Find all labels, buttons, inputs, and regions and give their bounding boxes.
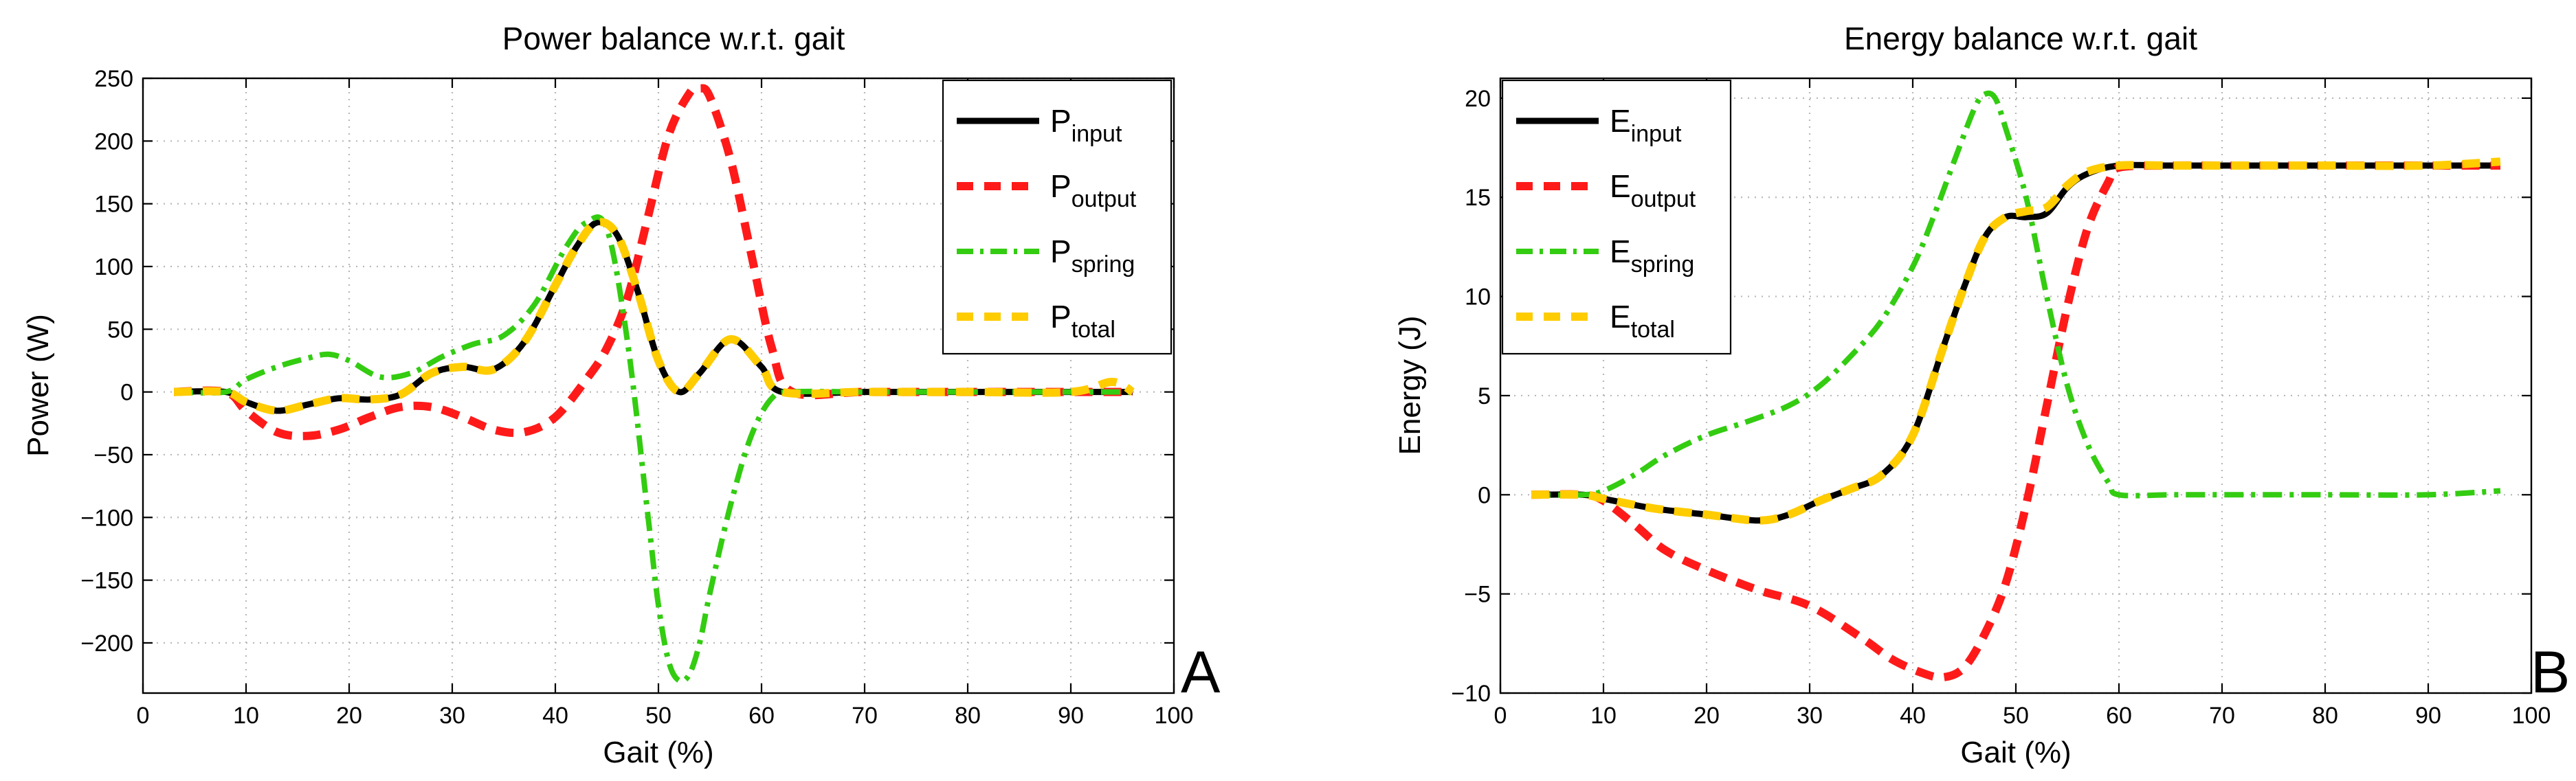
energy-chart: Energy balance w.r.t. gait 0 10 20 30 40 50 60… (1393, 21, 2570, 769)
energy-legend-label-total: Etotal (1610, 299, 1675, 343)
energy-x-tick-label-50: 50 (2003, 703, 2029, 729)
energy-x-tick-label-100: 100 (2512, 703, 2551, 729)
power-legend-item-spring: Pspring (957, 234, 1135, 278)
energy-x-tick-label-20: 20 (1694, 703, 1720, 729)
energy-legend-item-spring: Espring (1516, 234, 1694, 278)
power-legend-sub-output: output (1072, 186, 1137, 212)
power-x-tick-label-100: 100 (1155, 703, 1194, 729)
power-legend-box (942, 79, 1173, 355)
power-legend: Pinput Poutput Pspring Ptotal (942, 79, 1173, 355)
power-legend-sub-total: total (1072, 317, 1115, 343)
energy-legend-main-spring: E (1610, 234, 1631, 269)
power-legend-item-output: Poutput (957, 168, 1137, 212)
power-y-tick-label-4: 0 (120, 380, 133, 406)
energy-legend-sub-total: total (1631, 317, 1675, 343)
energy-x-tick-label-80: 80 (2312, 703, 2338, 729)
energy-x-tick-label-90: 90 (2415, 703, 2441, 729)
energy-y-tick-label-2: 0 (1478, 482, 1491, 508)
power-y-axis-label: Power (W) (21, 314, 55, 457)
energy-legend-label-spring: Espring (1610, 234, 1694, 278)
energy-legend-box (1501, 79, 1732, 355)
power-x-tick-label-20: 20 (336, 703, 362, 729)
energy-legend-label-input: Einput (1610, 103, 1682, 147)
energy-y-tick-label-4: 10 (1465, 284, 1491, 310)
power-legend-main-spring: P (1050, 234, 1072, 269)
power-legend-main-input: P (1050, 103, 1072, 139)
energy-x-tick-label-60: 60 (2106, 703, 2132, 729)
power-x-tick-label-10: 10 (233, 703, 259, 729)
energy-y-tick-label-5: 15 (1465, 185, 1491, 211)
power-legend-item-total: Ptotal (957, 299, 1115, 343)
power-y-tick-label-5: 50 (107, 317, 133, 343)
power-x-tick-label-80: 80 (955, 703, 981, 729)
energy-y-axis-label: Energy (J) (1393, 316, 1427, 455)
power-legend-label-input: Pinput (1050, 103, 1122, 147)
energy-chart-title: Energy balance w.r.t. gait (1844, 21, 2197, 56)
power-legend-item-input: Pinput (957, 103, 1122, 147)
energy-y-tick-label-1: −5 (1464, 582, 1491, 608)
energy-legend-main-input: E (1610, 103, 1631, 139)
power-legend-label-output: Poutput (1050, 168, 1137, 212)
energy-x-tick-label-40: 40 (1900, 703, 1926, 729)
power-panel-label: A (1181, 639, 1221, 705)
energy-legend-item-output: Eoutput (1516, 168, 1696, 212)
energy-x-tick-label-0: 0 (1494, 703, 1507, 729)
power-x-tick-label-60: 60 (748, 703, 775, 729)
energy-x-tick-label-30: 30 (1797, 703, 1823, 729)
energy-legend-sub-input: input (1631, 121, 1682, 147)
power-x-tick-label-40: 40 (542, 703, 568, 729)
power-y-tick-label-6: 100 (94, 254, 133, 280)
power-x-tick-label-50: 50 (645, 703, 671, 729)
power-axis-ticks: 0 10 20 30 40 50 60 70 80 90 100 −200 −150 −100 −50 0 50… (80, 66, 1193, 729)
power-y-tick-label-9: 250 (94, 66, 133, 92)
power-chart-title: Power balance w.r.t. gait (502, 21, 845, 56)
energy-axis-ticks: 0 10 20 30 40 50 60 70 80 90 100 −10 −5 0 5 10 15 20 (1451, 78, 2551, 729)
energy-x-tick-label-70: 70 (2209, 703, 2235, 729)
energy-legend-main-output: E (1610, 168, 1631, 204)
energy-series-line-spring (1531, 90, 2501, 499)
power-y-tick-label-1: −150 (80, 568, 133, 594)
energy-x-tick-label-10: 10 (1590, 703, 1617, 729)
power-legend-label-total: Ptotal (1050, 299, 1115, 343)
power-series-line-total (173, 218, 1135, 416)
power-y-tick-label-8: 200 (94, 128, 133, 155)
energy-series-line-output (1531, 161, 2500, 682)
power-legend-sub-input: input (1072, 121, 1122, 147)
power-y-tick-label-0: −200 (80, 631, 133, 657)
power-chart: Power balance w.r.t. gait 0 10 20 30 40 50 60 7… (21, 21, 1221, 769)
energy-legend-item-total: Etotal (1516, 299, 1675, 343)
power-legend-label-spring: Pspring (1050, 234, 1135, 278)
energy-legend-sub-spring: spring (1631, 251, 1695, 278)
energy-legend-item-input: Einput (1516, 103, 1682, 147)
energy-series-line-total (1531, 157, 2501, 525)
power-x-tick-label-70: 70 (852, 703, 878, 729)
power-y-tick-label-2: −100 (80, 505, 133, 531)
energy-y-tick-label-6: 20 (1465, 86, 1491, 112)
energy-series-lines (1531, 90, 2501, 682)
energy-legend-sub-output: output (1631, 186, 1696, 212)
power-x-tick-label-90: 90 (1058, 703, 1084, 729)
energy-legend-main-total: E (1610, 299, 1631, 335)
power-legend-main-total: P (1050, 299, 1072, 335)
energy-legend-label-output: Eoutput (1610, 168, 1696, 212)
power-series-line-spring (173, 214, 1133, 684)
power-x-axis-label: Gait (%) (603, 736, 713, 769)
energy-panel-label: B (2531, 639, 2570, 705)
power-series-lines (173, 83, 1135, 684)
power-y-tick-label-7: 150 (94, 192, 133, 218)
energy-y-tick-label-0: −10 (1451, 681, 1491, 707)
power-x-tick-label-30: 30 (439, 703, 465, 729)
energy-legend: Einput Eoutput Espring Etotal (1501, 79, 1732, 355)
energy-y-tick-label-3: 5 (1478, 383, 1491, 409)
power-legend-sub-spring: spring (1072, 251, 1135, 278)
power-y-tick-label-3: −50 (93, 442, 133, 468)
power-x-tick-label-0: 0 (137, 703, 150, 729)
energy-x-axis-label: Gait (%) (1960, 736, 2071, 769)
power-legend-main-output: P (1050, 168, 1072, 204)
